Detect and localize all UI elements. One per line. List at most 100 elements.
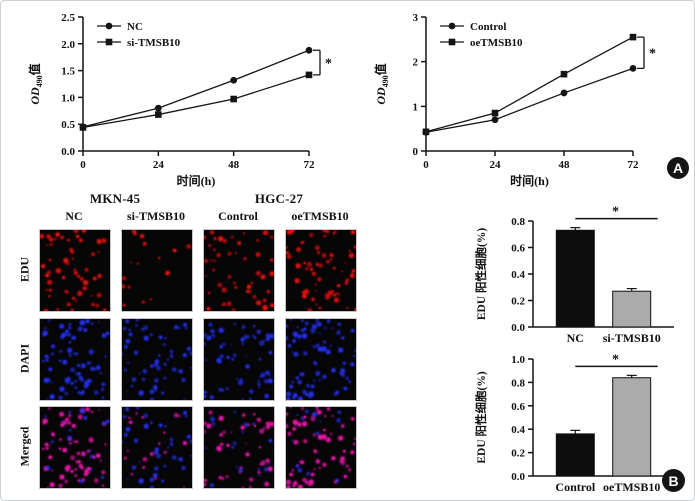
y-tick-label: 3 xyxy=(413,12,419,24)
legend-marker xyxy=(105,38,113,46)
bar-oeTMSB10 xyxy=(612,377,652,477)
significance-star: * xyxy=(649,47,656,62)
y-tick-label: 0.2 xyxy=(511,296,525,308)
cell-line-header-mkn45: MKN-45 xyxy=(89,191,141,206)
x-tick-label: 24 xyxy=(490,159,502,171)
y-tick-label: 0 xyxy=(413,146,419,158)
legend-label: Control xyxy=(470,21,506,33)
legend-marker xyxy=(448,38,456,46)
panel-b-badge: B xyxy=(662,469,685,492)
micro-tile-edu-nc xyxy=(39,229,111,312)
micro-tile-dapi-nc xyxy=(39,318,111,401)
significance-star: * xyxy=(325,57,332,72)
x-axis-label: 时间(h) xyxy=(177,173,216,188)
x-tick-label: 0 xyxy=(423,159,429,171)
y-tick-label: 0.6 xyxy=(511,401,525,413)
significance-star: * xyxy=(612,205,619,220)
y-tick-label: 0.8 xyxy=(511,216,525,228)
data-point xyxy=(491,109,499,117)
column-label-si-tmsb10: si-TMSB10 xyxy=(126,209,185,223)
y-tick-label: 1 xyxy=(413,101,419,113)
y-tick-label: 1.5 xyxy=(61,66,75,78)
micro-tile-merged-control xyxy=(203,406,275,489)
data-point xyxy=(560,70,568,78)
data-point xyxy=(560,89,568,97)
y-axis-label: OD490值 xyxy=(373,63,390,104)
micro-tile-merged-si-tmsb10 xyxy=(121,406,193,489)
data-point xyxy=(230,76,238,84)
micro-tile-dapi-oetmsb10 xyxy=(285,318,357,401)
y-tick-label: 0.6 xyxy=(511,243,525,255)
x-category-label: Control xyxy=(555,480,595,494)
bar-chart-edu-hgc27: 0.0 0.2 0.4 0.6 0.8 1.0 EDU 阳性细胞(%) Control oeTM… xyxy=(474,352,674,494)
y-tick-label: 0.0 xyxy=(511,322,525,334)
x-category-label: NC xyxy=(567,331,584,345)
data-point xyxy=(422,128,430,136)
micro-tile-edu-si-tmsb10 xyxy=(121,229,193,312)
column-label-control: Control xyxy=(218,209,258,223)
legend-label: si-TMSB10 xyxy=(127,37,181,49)
y-tick-label: 0.4 xyxy=(511,424,525,436)
micro-tile-edu-oetmsb10 xyxy=(285,229,357,312)
column-label-nc: NC xyxy=(65,209,83,223)
row-label-merged: Merged xyxy=(17,426,32,467)
y-tick-label: 0.8 xyxy=(511,377,525,389)
x-tick-label: 48 xyxy=(559,159,571,171)
cell-line-header-hgc27: HGC-27 xyxy=(254,191,304,206)
x-category-label: si-TMSB10 xyxy=(603,331,661,345)
y-axis-label: EDU 阳性细胞(%) xyxy=(474,371,488,463)
y-tick-label: 1.0 xyxy=(511,354,525,366)
line-chart-cck8-hgc27: 0 1 2 3 0 24 48 72 时间(h) OD490值 Control oeTMSB10 * xyxy=(373,12,656,188)
x-category-label: oeTMSB10 xyxy=(603,480,660,494)
significance-star: * xyxy=(612,352,619,367)
series-line-oeTMSB10 xyxy=(425,36,634,133)
y-tick-label: 0.2 xyxy=(511,448,525,460)
bar-NC xyxy=(555,229,595,328)
bar-Control xyxy=(555,433,595,477)
line-chart-cck8-mkn45: 0.0 0.5 1.0 1.5 2.0 2.5 0 24 48 72 时间(h) OD490值 NC si… xyxy=(27,12,332,188)
bar-chart-edu-mkn45: 0.0 0.2 0.4 0.6 0.8 EDU 阳性细胞(%) NC si-TMSB10 * xyxy=(474,205,674,345)
data-point xyxy=(230,95,237,103)
data-point xyxy=(79,124,87,131)
series-line-Control xyxy=(425,67,634,133)
y-tick-label: 1.0 xyxy=(61,92,75,104)
y-tick-label: 2.0 xyxy=(61,39,75,51)
micro-tile-edu-control xyxy=(203,229,275,312)
y-tick-label: 0.0 xyxy=(61,146,75,158)
data-point xyxy=(629,33,637,41)
column-label-oetmsb10: oeTMSB10 xyxy=(291,209,349,223)
row-label-edu: EDU xyxy=(17,256,32,283)
x-tick-label: 48 xyxy=(228,159,240,171)
data-point xyxy=(305,46,313,54)
legend-marker xyxy=(448,22,456,30)
x-tick-label: 24 xyxy=(153,159,165,171)
data-point xyxy=(305,71,313,79)
legend-label: NC xyxy=(127,21,143,33)
micro-tile-dapi-si-tmsb10 xyxy=(121,318,193,401)
x-tick-label: 0 xyxy=(80,159,86,171)
series-line-NC xyxy=(82,49,310,128)
y-tick-label: 0.0 xyxy=(511,471,525,483)
legend-label: oeTMSB10 xyxy=(470,37,523,49)
series-line-si-TMSB10 xyxy=(82,74,310,129)
data-point xyxy=(491,116,499,124)
micro-tile-merged-nc xyxy=(39,406,111,489)
y-tick-label: 0.4 xyxy=(511,269,525,281)
x-tick-label: 72 xyxy=(304,159,316,171)
data-point xyxy=(154,104,162,112)
y-tick-label: 0.5 xyxy=(61,119,75,131)
legend-marker xyxy=(105,22,113,30)
y-axis-label: EDU 阳性细胞(%) xyxy=(474,228,488,320)
x-tick-label: 72 xyxy=(628,159,640,171)
data-point xyxy=(629,64,637,72)
micro-tile-dapi-control xyxy=(203,318,275,401)
panel-a-badge: A xyxy=(667,157,689,179)
y-axis-label: OD490值 xyxy=(27,63,44,104)
row-label-dapi: DAPI xyxy=(17,343,32,374)
y-tick-label: 2.5 xyxy=(61,12,75,24)
bar-si-TMSB10 xyxy=(612,290,652,328)
y-tick-label: 2 xyxy=(413,57,419,69)
x-axis-label: 时间(h) xyxy=(510,173,549,188)
data-point xyxy=(155,111,162,118)
